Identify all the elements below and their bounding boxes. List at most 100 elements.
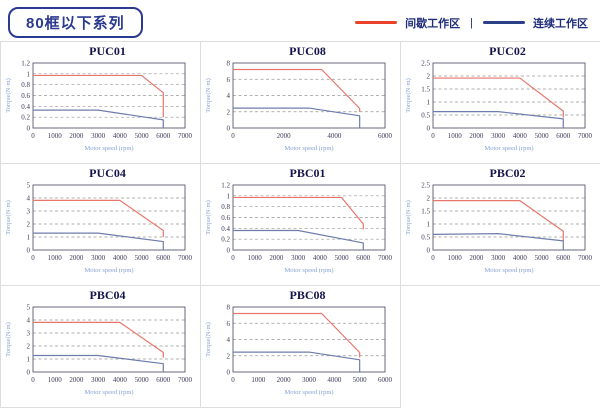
x-tick-label: 0 xyxy=(31,254,35,262)
series-line xyxy=(432,233,564,250)
series-line xyxy=(32,321,164,358)
series-title: 80框以下系列 xyxy=(8,7,143,38)
y-axis-label: Torque(N·m) xyxy=(205,78,212,113)
y-tick-label: 4 xyxy=(226,92,230,100)
y-tick-label: 8 xyxy=(226,60,230,68)
chart-title: PBC02 xyxy=(489,166,526,180)
y-tick-label: 8 xyxy=(226,304,230,312)
continuous-zone-line-swatch xyxy=(483,21,525,24)
x-tick-label: 1000 xyxy=(251,376,266,384)
chart-canvas: 0 0.2 0.4 0.6 0.8 1 1.2 0 1000 2000 3000 4000 5000 60… xyxy=(5,60,193,153)
y-tick-label: 0.2 xyxy=(221,236,230,244)
x-tick-label: 5000 xyxy=(534,254,549,262)
x-axis-label: Motor speed (rpm) xyxy=(84,389,133,396)
intermittent-zone-line-swatch xyxy=(355,21,398,24)
y-tick-label: 0 xyxy=(226,247,230,255)
y-tick-label: 0.5 xyxy=(421,112,430,120)
y-axis-label: Torque(N·m) xyxy=(205,322,212,357)
x-tick-label: 3000 xyxy=(491,132,506,140)
y-tick-label: 1 xyxy=(26,234,30,242)
x-tick-label: 2000 xyxy=(276,132,291,140)
x-tick-label: 6000 xyxy=(356,254,371,262)
y-tick-label: 0.4 xyxy=(21,103,30,111)
chart-title: PUC04 xyxy=(89,166,126,180)
x-tick-label: 2000 xyxy=(269,254,284,262)
y-axis-label: Torque(N·m) xyxy=(405,78,412,113)
y-tick-label: 2 xyxy=(26,221,30,229)
series-line xyxy=(432,77,564,118)
x-tick-label: 0 xyxy=(31,376,35,384)
y-tick-label: 6 xyxy=(226,320,230,328)
x-tick-label: 4000 xyxy=(112,376,127,384)
chart-PBC02: PBC02 0 0.5 1 1.5 2 2.5 0 1000 2000 3000 4000 5000 60… xyxy=(401,164,600,286)
x-tick-label: 5000 xyxy=(134,376,149,384)
x-tick-label: 7000 xyxy=(578,132,593,140)
chart-canvas: 0 1 2 3 4 5 0 1000 2000 3000 4000 5000 6000 7000 Motor… xyxy=(5,182,193,275)
x-tick-label: 5000 xyxy=(534,132,549,140)
x-tick-label: 4000 xyxy=(112,254,127,262)
x-axis-label: Motor speed (rpm) xyxy=(284,267,333,274)
empty-cell xyxy=(401,286,600,408)
y-axis-label: Torque(N·m) xyxy=(5,78,12,113)
y-tick-label: 1.2 xyxy=(21,60,30,68)
x-tick-label: 0 xyxy=(431,132,435,140)
x-tick-label: 6000 xyxy=(378,376,393,384)
x-tick-label: 0 xyxy=(231,376,235,384)
x-tick-label: 3000 xyxy=(491,254,506,262)
x-tick-label: 3000 xyxy=(302,376,317,384)
y-tick-label: 0 xyxy=(26,125,30,133)
y-tick-label: 1.5 xyxy=(421,86,430,94)
x-tick-label: 4000 xyxy=(327,132,342,140)
x-tick-label: 1000 xyxy=(47,254,62,262)
x-tick-label: 2000 xyxy=(469,132,484,140)
x-tick-label: 2000 xyxy=(69,376,84,384)
chart-title: PUC08 xyxy=(289,44,326,58)
series-line xyxy=(432,200,564,241)
chart-canvas: 0 2 4 6 8 0 1000 2000 3000 4000 5000 6000 Motor spee… xyxy=(205,304,393,397)
x-tick-label: 2000 xyxy=(69,132,84,140)
x-axis-label: Motor speed (rpm) xyxy=(84,267,133,274)
series-line xyxy=(232,196,364,230)
x-tick-label: 0 xyxy=(231,132,235,140)
y-tick-label: 1.5 xyxy=(421,208,430,216)
x-tick-label: 3000 xyxy=(91,376,106,384)
x-tick-label: 4000 xyxy=(512,132,527,140)
chart-PUC01: PUC01 0 0.2 0.4 0.6 0.8 1 1.2 0 1000 2000 3000 4000 5… xyxy=(1,42,201,164)
x-axis-label: Motor speed (rpm) xyxy=(84,145,133,152)
y-tick-label: 1 xyxy=(226,192,230,200)
x-tick-label: 3000 xyxy=(291,254,306,262)
y-tick-label: 0.6 xyxy=(21,92,30,100)
intermittent-zone-label: 间歇工作区 xyxy=(405,17,461,30)
y-tick-label: 0.8 xyxy=(21,81,30,89)
x-tick-label: 2000 xyxy=(69,254,84,262)
series-line xyxy=(432,111,564,128)
x-tick-label: 7000 xyxy=(178,132,193,140)
chart-title: PUC02 xyxy=(489,44,526,58)
x-tick-label: 1000 xyxy=(47,132,62,140)
chart-title: PBC01 xyxy=(289,166,326,180)
y-axis-label: Torque(N·m) xyxy=(5,200,12,235)
legend: 间歇工作区 | 连续工作区 xyxy=(355,15,588,31)
y-axis-label: Torque(N·m) xyxy=(405,200,412,235)
y-tick-label: 3 xyxy=(26,330,30,338)
chart-title: PBC04 xyxy=(89,288,126,302)
y-tick-label: 1 xyxy=(26,70,30,78)
header: 80框以下系列 间歇工作区 | 连续工作区 xyxy=(0,0,600,41)
y-tick-label: 2 xyxy=(226,352,230,360)
x-tick-label: 0 xyxy=(231,254,235,262)
x-tick-label: 1000 xyxy=(447,254,462,262)
x-tick-label: 2000 xyxy=(469,254,484,262)
y-tick-label: 2.5 xyxy=(421,182,430,190)
chart-PBC04: PBC04 0 1 2 3 4 5 0 1000 2000 3000 4000 5000 6000 7000… xyxy=(1,286,201,408)
chart-PBC01: PBC01 0 0.2 0.4 0.6 0.8 1 1.2 0 1000 2000 3000 4000 5… xyxy=(201,164,401,286)
chart-grid: PUC01 0 0.2 0.4 0.6 0.8 1 1.2 0 1000 2000 3000 4000 5… xyxy=(0,41,600,408)
x-tick-label: 5000 xyxy=(352,376,367,384)
y-tick-label: 0.2 xyxy=(21,114,30,122)
y-tick-label: 1 xyxy=(26,356,30,364)
series-line xyxy=(32,74,164,118)
x-tick-label: 4000 xyxy=(512,254,527,262)
y-tick-label: 2 xyxy=(26,343,30,351)
x-tick-label: 2000 xyxy=(276,376,291,384)
series-line xyxy=(32,232,164,250)
x-tick-label: 6000 xyxy=(556,254,571,262)
